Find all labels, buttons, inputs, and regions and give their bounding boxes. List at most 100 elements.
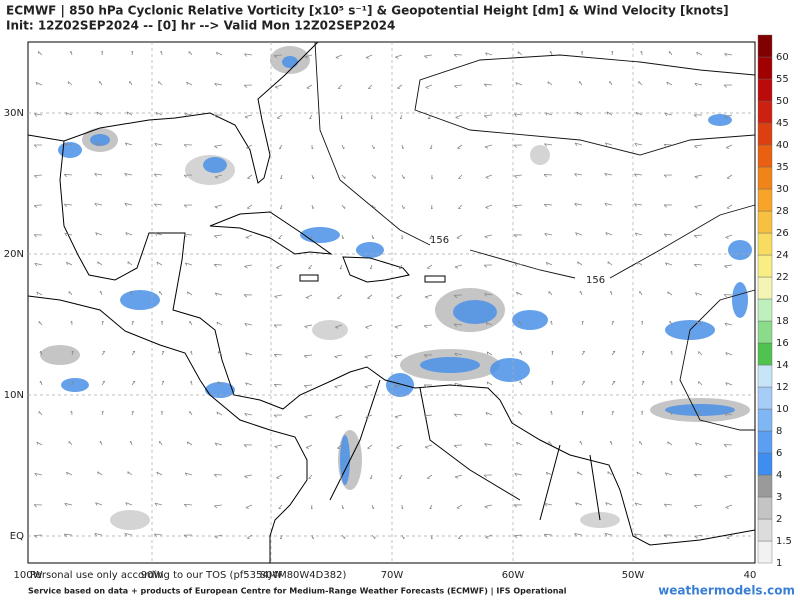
wind-arrow	[424, 444, 433, 449]
wind-arrow	[634, 232, 643, 236]
wind-arrow	[666, 81, 673, 86]
colorbar-swatch	[757, 386, 773, 410]
wind-arrow	[486, 351, 493, 356]
shading-blob	[300, 227, 340, 243]
colorbar-swatch	[757, 298, 773, 322]
wind-arrow	[308, 264, 313, 269]
wind-arrow	[453, 54, 463, 58]
wind-arrow	[101, 410, 104, 416]
wind-arrow	[431, 174, 434, 180]
wind-arrow	[184, 262, 193, 266]
wind-arrow	[514, 263, 523, 267]
wind-arrow	[577, 471, 583, 476]
wind-arrow	[216, 411, 223, 416]
wind-arrow	[667, 291, 673, 296]
wind-arrow	[575, 232, 583, 236]
wind-arrow	[214, 442, 223, 446]
wind-arrow	[726, 534, 733, 539]
colorbar-label: 28	[776, 206, 789, 217]
shading-blob	[453, 300, 497, 324]
colorbar-label: 26	[776, 228, 789, 239]
shading-blob	[61, 378, 89, 392]
wind-arrow	[551, 350, 554, 356]
shading-blob	[90, 134, 110, 146]
wind-arrow	[516, 441, 523, 446]
wind-arrow	[337, 84, 343, 89]
colorbar-label: 40	[776, 140, 789, 151]
wind-arrow	[576, 111, 583, 116]
wind-arrow	[485, 534, 493, 539]
wind-arrow	[365, 414, 373, 419]
wind-arrow	[341, 234, 345, 240]
wind-arrow	[574, 533, 583, 537]
wind-arrow	[334, 354, 343, 359]
wind-arrow	[483, 474, 493, 478]
wind-arrow	[664, 472, 673, 476]
wind-arrow	[574, 173, 583, 177]
colorbar-swatch	[757, 254, 773, 278]
wind-arrow	[158, 440, 163, 446]
wind-arrow	[609, 440, 613, 446]
wind-arrow	[429, 234, 433, 240]
wind-arrow	[214, 83, 223, 87]
wind-arrow	[515, 82, 523, 86]
wind-arrow	[39, 380, 43, 386]
wind-arrow	[611, 410, 614, 416]
wind-arrow	[696, 51, 703, 56]
borders	[329, 379, 601, 521]
wind-arrow	[399, 114, 403, 120]
wind-arrow	[725, 382, 733, 386]
wind-arrow	[37, 51, 43, 56]
wind-arrow	[397, 84, 403, 89]
wind-arrow	[371, 144, 375, 150]
wind-arrow	[548, 441, 553, 446]
wind-arrow	[693, 504, 703, 509]
wind-arrow	[276, 474, 283, 479]
wind-arrow	[543, 174, 553, 178]
height-contours: 156 156	[314, 41, 756, 431]
wind-arrow	[483, 83, 493, 87]
wind-arrow	[574, 203, 583, 207]
wind-arrow	[156, 471, 163, 476]
colorbar-swatch	[757, 496, 773, 520]
wind-arrow	[694, 82, 703, 87]
wind-arrow	[245, 504, 253, 509]
wind-arrow	[484, 293, 493, 297]
wind-arrow	[311, 174, 315, 180]
wind-arrow	[484, 443, 493, 447]
wind-arrow	[341, 174, 346, 179]
wind-arrow	[545, 112, 553, 116]
wind-arrow	[370, 114, 374, 120]
wind-arrow	[308, 474, 313, 480]
colorbar-label: 24	[776, 250, 789, 261]
wind-arrow	[423, 354, 433, 358]
wind-arrow	[577, 261, 583, 266]
wind-arrow	[183, 503, 193, 508]
coastline	[27, 41, 319, 184]
wind-arrow	[484, 234, 493, 239]
wind-arrow	[483, 114, 493, 119]
wind-arrow	[423, 324, 433, 329]
lon-label: 50W	[622, 570, 645, 581]
shading-blob	[312, 320, 348, 340]
wind-arrow	[669, 410, 673, 416]
vorticity-shading	[40, 46, 752, 530]
wind-arrow	[694, 442, 703, 446]
wind-arrow	[694, 534, 703, 539]
wind-arrow	[609, 80, 613, 86]
wind-arrow	[665, 262, 673, 266]
wind-arrow	[33, 174, 43, 179]
colorbar-swatch	[757, 122, 773, 146]
wind-arrow	[125, 502, 133, 506]
wind-arrow	[160, 320, 163, 326]
wind-arrow	[693, 234, 703, 239]
wind-arrow	[158, 81, 163, 86]
wind-arrow	[670, 380, 673, 386]
wind-arrow	[424, 54, 433, 59]
wind-arrow	[485, 412, 493, 416]
colorbar-swatch	[757, 320, 773, 344]
wind-arrow	[698, 351, 703, 356]
colorbar-swatch	[757, 144, 773, 168]
wind-arrow	[724, 412, 733, 417]
